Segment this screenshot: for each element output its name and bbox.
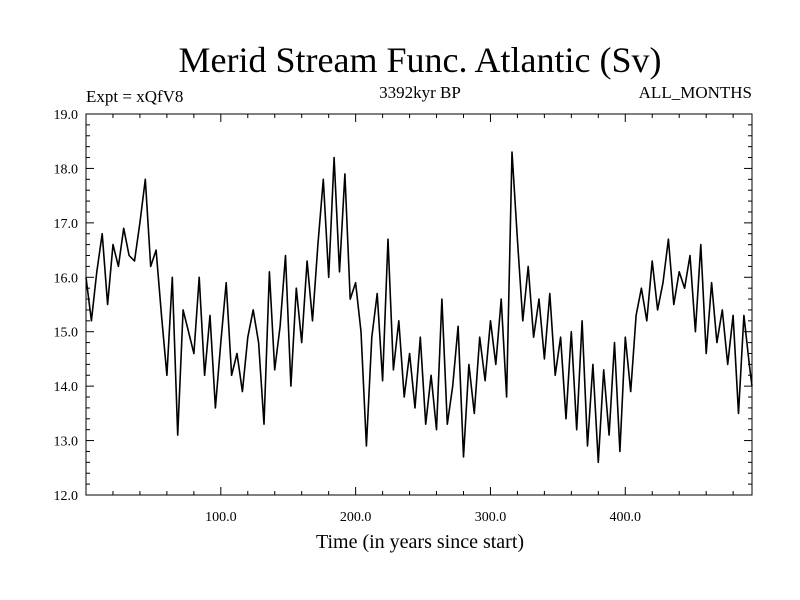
series-line [85, 151, 753, 464]
chart-subtitle: 3392kyr BP [379, 83, 461, 102]
x-tick-label: 300.0 [475, 510, 507, 525]
y-tick-label: 13.0 [54, 435, 79, 450]
y-tick-label: 12.0 [54, 489, 79, 504]
x-tick-label: 400.0 [610, 510, 642, 525]
x-tick-label: 200.0 [340, 510, 372, 525]
y-tick-label: 16.0 [54, 271, 79, 286]
x-tick-label: 100.0 [205, 510, 237, 525]
chart-title: Merid Stream Func. Atlantic (Sv) [179, 40, 662, 80]
x-axis-label: Time (in years since start) [316, 531, 524, 553]
y-tick-label: 19.0 [54, 108, 79, 123]
plot-frame [85, 113, 753, 496]
series-group [85, 151, 753, 464]
y-tick-label: 17.0 [54, 217, 79, 232]
y-tick-label: 14.0 [54, 380, 79, 395]
months-label: ALL_MONTHS [639, 83, 752, 102]
experiment-label: Expt = xQfV8 [86, 87, 183, 106]
x-axis: 100.0 200.0 300.0 400.0 [112, 114, 734, 525]
y-tick-label: 15.0 [54, 326, 79, 341]
y-axis: 12.0 13.0 14.0 15.0 16.0 17.0 18.0 19.0 [54, 108, 752, 504]
y-tick-label: 18.0 [54, 162, 79, 177]
